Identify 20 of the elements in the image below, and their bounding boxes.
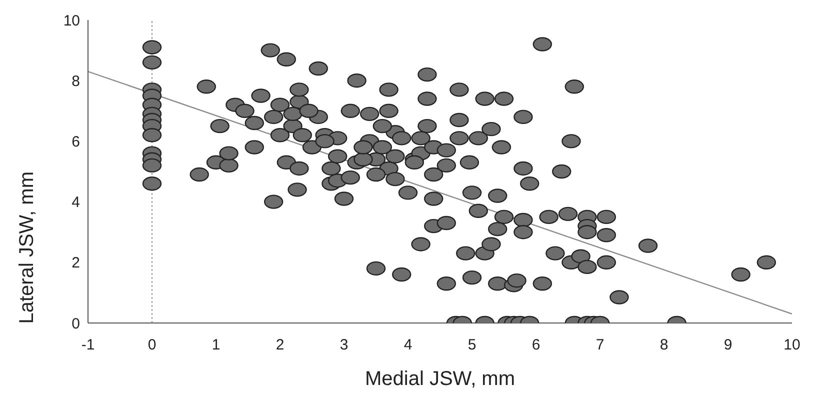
x-tick-label: 6: [532, 336, 540, 354]
x-tick-label: 4: [404, 336, 412, 354]
x-tick-label: -1: [81, 336, 95, 354]
x-tick-label: 0: [148, 336, 156, 354]
x-tick-label: 2: [276, 336, 284, 354]
x-tick-label: 10: [784, 336, 800, 354]
x-tick-label: 7: [596, 336, 604, 354]
x-tick-label: 3: [340, 336, 348, 354]
y-axis-title: Lateral JSW, mm: [16, 172, 38, 324]
x-axis-title: Medial JSW, mm: [364, 368, 516, 390]
x-tick-label: 8: [660, 336, 668, 354]
y-tick-label: 2: [72, 254, 80, 272]
x-tick-label: 9: [724, 336, 732, 354]
y-tick-label: 8: [72, 72, 80, 90]
y-tick-label: 4: [72, 194, 80, 212]
y-tick-label: 10: [63, 12, 80, 30]
x-tick-label: 5: [468, 336, 476, 354]
y-tick-label: 0: [72, 315, 80, 332]
y-tick-label: 6: [72, 134, 80, 151]
x-tick-label: 1: [212, 336, 220, 354]
